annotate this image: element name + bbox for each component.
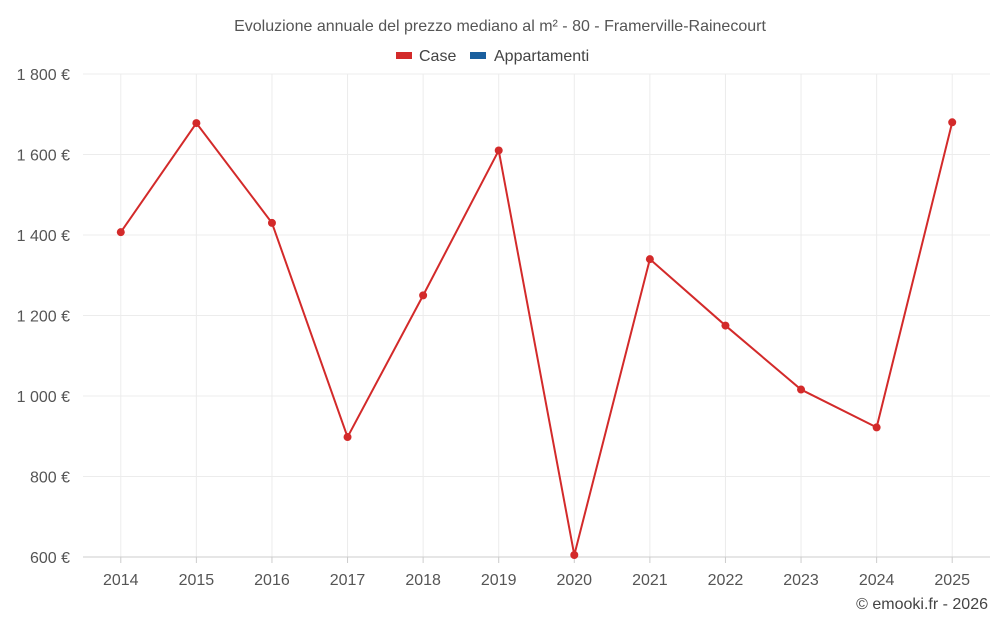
y-tick-label: 1 600 € xyxy=(17,148,70,165)
series-points xyxy=(116,118,957,559)
chart-title: Evoluzione annuale del prezzo mediano al… xyxy=(234,18,766,35)
y-axis-tick-labels: 600 € 800 € 1 000 € 1 200 € 1 400 € 1 600 € 1 … xyxy=(17,67,70,567)
data-point-2021[interactable] xyxy=(645,255,654,264)
data-point-2022[interactable] xyxy=(721,321,730,330)
x-gridlines xyxy=(120,74,953,563)
y-gridlines xyxy=(83,73,990,558)
x-tick-label: 2019 xyxy=(481,572,517,589)
data-point-2015[interactable] xyxy=(192,119,201,128)
y-tick-label: 800 € xyxy=(30,470,70,487)
legend-label-appartamenti: Appartamenti xyxy=(494,48,589,65)
data-point-2018[interactable] xyxy=(419,291,428,300)
data-point-2025[interactable] xyxy=(948,118,957,127)
legend-item-case[interactable]: Case xyxy=(396,48,456,65)
y-tick-label: 1 400 € xyxy=(17,228,70,245)
legend: Case Appartamenti xyxy=(396,48,589,65)
series-line-case xyxy=(119,122,954,556)
x-tick-label: 2017 xyxy=(330,572,366,589)
y-tick-label: 600 € xyxy=(30,550,70,567)
x-tick-label: 2018 xyxy=(405,572,441,589)
legend-item-appartamenti[interactable]: Appartamenti xyxy=(470,48,589,65)
credit-text: © emooki.fr - 2026 xyxy=(856,596,988,613)
x-tick-label: 2023 xyxy=(783,572,819,589)
x-tick-label: 2024 xyxy=(859,572,895,589)
data-point-2019[interactable] xyxy=(494,146,503,155)
x-axis-tick-labels: 2014 2015 2016 2017 2018 2019 2020 2021 2022 2023… xyxy=(103,572,970,589)
data-point-2023[interactable] xyxy=(797,385,806,394)
x-tick-label: 2025 xyxy=(934,572,970,589)
y-tick-label: 1 200 € xyxy=(17,309,70,326)
data-point-2024[interactable] xyxy=(872,423,881,432)
x-tick-label: 2015 xyxy=(179,572,215,589)
data-point-2020[interactable] xyxy=(570,550,579,559)
series-lines xyxy=(119,122,954,556)
data-point-2014[interactable] xyxy=(116,228,125,237)
x-tick-label: 2022 xyxy=(708,572,744,589)
x-tick-label: 2020 xyxy=(556,572,592,589)
x-tick-label: 2014 xyxy=(103,572,139,589)
x-tick-label: 2016 xyxy=(254,572,290,589)
legend-swatch-case xyxy=(396,52,412,59)
data-point-2017[interactable] xyxy=(343,433,352,442)
y-tick-label: 1 000 € xyxy=(17,389,70,406)
legend-label-case: Case xyxy=(419,48,456,65)
data-point-2016[interactable] xyxy=(267,218,276,227)
y-tick-label: 1 800 € xyxy=(17,67,70,84)
x-tick-label: 2021 xyxy=(632,572,668,589)
legend-swatch-appartamenti xyxy=(470,52,486,59)
